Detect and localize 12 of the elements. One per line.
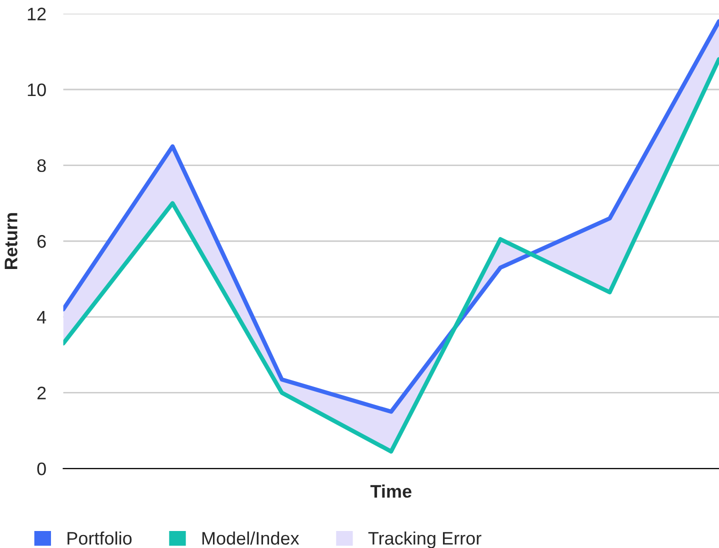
legend-label: Tracking Error (368, 531, 482, 548)
y-tick-label: 10 (28, 83, 46, 96)
x-axis-title: Time (370, 484, 412, 498)
y-tick-label: 8 (37, 159, 46, 172)
y-tick-label: 0 (37, 462, 46, 476)
legend-label: Model/Index (202, 531, 300, 545)
y-tick-label: 2 (37, 386, 46, 400)
legend-label: Portfolio (68, 531, 132, 545)
y-tick-label: 12 (28, 8, 46, 20)
y-tick-label: 6 (37, 235, 46, 248)
y-tick-label: 4 (36, 311, 46, 324)
y-axis-title: Return (4, 213, 18, 269)
